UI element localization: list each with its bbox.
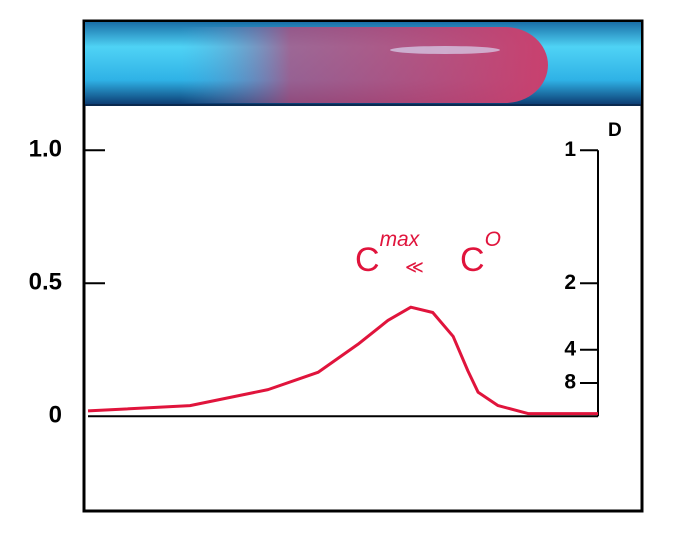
annotation-c2: C [460, 241, 485, 279]
annotation-c1: C [355, 241, 380, 279]
annotation: Cmax [355, 228, 421, 279]
y2-axis-label: D [608, 120, 622, 141]
annotation-sup1: max [380, 228, 421, 251]
y2-tick-label: 2 [564, 271, 576, 294]
y2-tick-label: 1 [564, 138, 576, 161]
annotation-sup2: O [485, 228, 501, 251]
y2-tick-label: 8 [564, 371, 576, 394]
annotation: CO [460, 228, 501, 279]
frame [82, 19, 644, 513]
tube-image [85, 22, 641, 106]
annotation-rel: ≪ [405, 257, 424, 277]
y-tick-label: 0.5 [29, 269, 62, 296]
data-line [87, 305, 598, 416]
y-tick-label: 1.0 [29, 136, 62, 163]
y-tick-label: 0 [49, 402, 62, 429]
y2-tick-label: 4 [564, 337, 576, 360]
